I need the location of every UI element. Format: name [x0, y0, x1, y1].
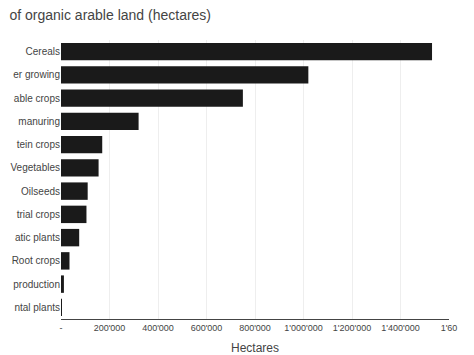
svg-text:Root crops: Root crops — [12, 255, 60, 266]
svg-text:production: production — [13, 279, 60, 290]
svg-text:1'200'000: 1'200'000 — [333, 323, 371, 333]
svg-text:Oilseeds: Oilseeds — [21, 186, 60, 197]
svg-text:800'000: 800'000 — [239, 323, 271, 333]
svg-text:600'000: 600'000 — [191, 323, 223, 333]
svg-text:Hectares: Hectares — [231, 341, 279, 355]
svg-text:manuring: manuring — [18, 116, 60, 127]
svg-text:er growing: er growing — [13, 69, 60, 80]
svg-text:Cereals: Cereals — [26, 46, 60, 57]
svg-text:tein crops: tein crops — [17, 139, 60, 150]
svg-text:ntal plants: ntal plants — [14, 302, 60, 313]
svg-text:-: - — [60, 323, 63, 333]
svg-text:1'400'000: 1'400'000 — [381, 323, 419, 333]
svg-text:200'000: 200'000 — [94, 323, 126, 333]
svg-text:1'60: 1'60 — [441, 323, 458, 333]
svg-text:1'000'000: 1'000'000 — [284, 323, 322, 333]
svg-text:Vegetables: Vegetables — [11, 162, 61, 173]
svg-text:of organic arable land (hectar: of organic arable land (hectares) — [9, 7, 211, 23]
svg-text:able crops: able crops — [14, 93, 60, 104]
svg-text:atic plants: atic plants — [15, 232, 60, 243]
svg-text:400'000: 400'000 — [142, 323, 174, 333]
svg-text:trial crops: trial crops — [17, 209, 60, 220]
